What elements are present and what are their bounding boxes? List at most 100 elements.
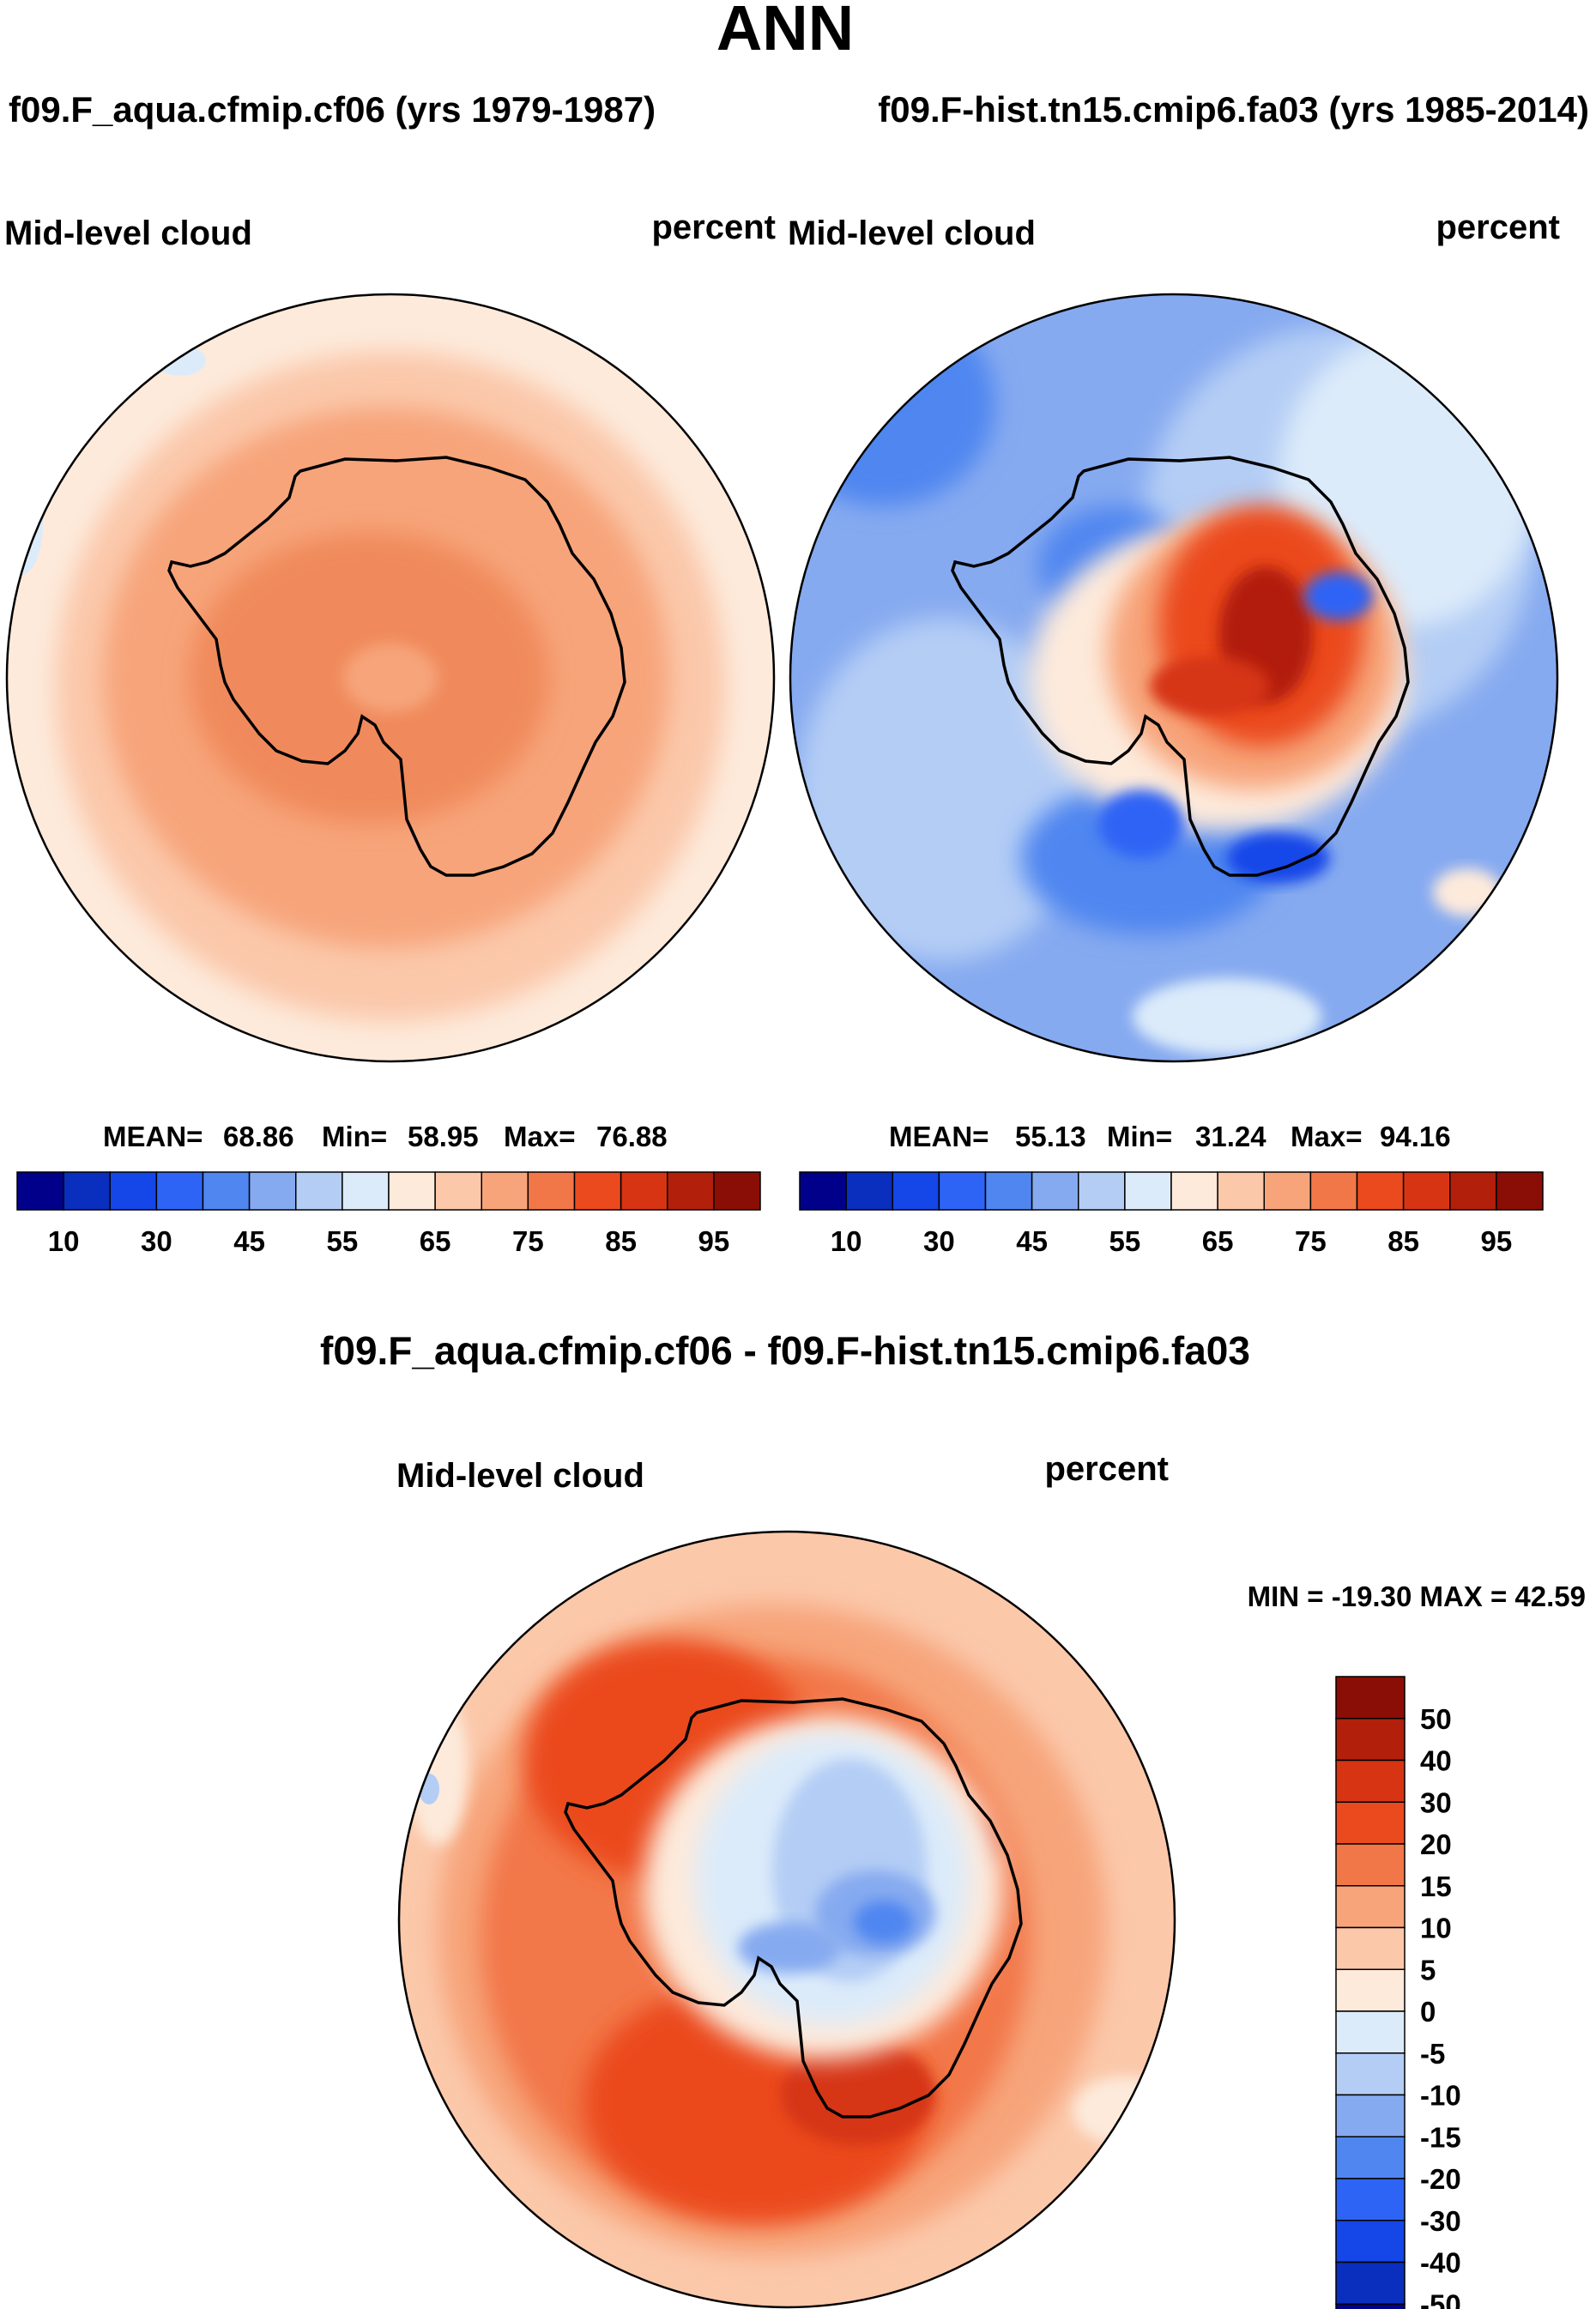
colorbar-tick-label: 50 <box>1420 1703 1452 1735</box>
map-fill-55-60 <box>7 472 43 575</box>
left-polar-map <box>5 293 776 1063</box>
colorbar-cell <box>573 1171 622 1211</box>
colorbar-cell <box>1335 1676 1406 1720</box>
colorbar-cell <box>620 1171 668 1211</box>
colorbar-tick-label: 45 <box>1016 1225 1048 1257</box>
left-stats: MEAN= 68.86 Min= 58.95 Max= 76.88 <box>103 1121 668 1152</box>
left-units-label: percent <box>652 209 777 246</box>
map-fill-55-60 <box>1133 978 1321 1055</box>
colorbar-cell <box>1335 1968 1406 2012</box>
colorbar-tick-label: 30 <box>141 1225 172 1257</box>
right-variable-label: Mid-level cloud <box>788 215 1036 252</box>
right-max-value: 94.16 <box>1380 1121 1451 1152</box>
diff-title: f09.F_aqua.cfmip.cf06 - f09.F-hist.tn15.… <box>320 1328 1250 1373</box>
map-boundary <box>789 293 1559 1063</box>
map-fill-50-55 <box>798 618 1090 961</box>
colorbar-cell <box>1335 1885 1406 1929</box>
colorbar-cell <box>1335 2010 1406 2054</box>
left-min-value: 58.95 <box>408 1121 479 1152</box>
map-boundary <box>5 293 776 1063</box>
colorbar-tick-label: 65 <box>1202 1225 1234 1257</box>
colorbar-cell <box>1402 1171 1451 1211</box>
colorbar-tick-label: 95 <box>698 1225 730 1257</box>
colorbar-cell <box>892 1171 940 1211</box>
colorbar-tick-label: 10 <box>48 1225 80 1257</box>
right-min-label: Min= <box>1107 1121 1172 1152</box>
left-max-label: Max= <box>504 1121 575 1152</box>
colorbar-cell <box>1335 2052 1406 2096</box>
colorbar-tick-label: 75 <box>1295 1225 1327 1257</box>
left-max-value: 76.88 <box>596 1121 668 1152</box>
colorbar-tick-label: 45 <box>233 1225 265 1257</box>
right-stats: MEAN= 55.13 Min= 31.24 Max= 94.16 <box>889 1121 1451 1152</box>
colorbar-tick-label: 40 <box>1420 1745 1452 1777</box>
colorbar-cell <box>1031 1171 1079 1211</box>
colorbar-cell <box>342 1171 390 1211</box>
colorbar-cell <box>1335 2136 1406 2179</box>
colorbar-tick-label: -15 <box>1420 2121 1461 2153</box>
diff-units-label: percent <box>1045 1450 1170 1488</box>
colorbar-cell <box>1335 1801 1406 1845</box>
colorbar-cell <box>1335 2178 1406 2221</box>
right-max-label: Max= <box>1291 1121 1362 1152</box>
colorbar-cell <box>434 1171 482 1211</box>
map-fill-30-40 <box>790 300 995 506</box>
colorbar-tick-label: 55 <box>1109 1225 1141 1257</box>
map-fill-minus20-minus15 <box>854 1901 914 1943</box>
colorbar-cell <box>938 1171 987 1211</box>
colorbar-cell <box>1335 1926 1406 1970</box>
map-fill-30-40 <box>781 2042 935 2145</box>
colorbar-cell <box>984 1171 1033 1211</box>
left-mean-value: 68.86 <box>223 1121 294 1152</box>
colorbar-cell <box>1335 1718 1406 1762</box>
colorbar-cell <box>1335 2303 1406 2309</box>
colorbar-tick-label: 15 <box>1420 1871 1452 1902</box>
colorbar-tick-label: -20 <box>1420 2163 1461 2195</box>
colorbar-cell <box>388 1171 436 1211</box>
colorbar-cell <box>481 1171 529 1211</box>
right-colorbar: 10 30 45 55 65 75 85 95 <box>799 1171 1544 1257</box>
colorbar-cell <box>1335 2094 1406 2137</box>
colorbar-tick-label: 95 <box>1481 1225 1513 1257</box>
map-boundary <box>397 1530 1176 2309</box>
colorbar-cell <box>667 1171 715 1211</box>
colorbar-tick-label: 10 <box>831 1225 862 1257</box>
colorbar-cell <box>1335 2261 1406 2305</box>
colorbar-tick-label: -10 <box>1420 2080 1461 2112</box>
colorbar-cell <box>1217 1171 1265 1211</box>
colorbar-cell <box>1356 1171 1405 1211</box>
left-min-label: Min= <box>322 1121 387 1152</box>
colorbar-tick-label: 30 <box>1420 1786 1452 1818</box>
colorbar-tick-label: 75 <box>512 1225 544 1257</box>
right-polar-map <box>789 293 1559 1063</box>
colorbar-tick-label: 10 <box>1420 1913 1452 1944</box>
map-fill-20-30 <box>1304 572 1373 620</box>
colorbar-cell <box>1496 1171 1544 1211</box>
colorbar-tick-label: 5 <box>1420 1954 1436 1986</box>
colorbar-cell <box>799 1171 847 1211</box>
map-fill-20-30 <box>1098 789 1184 858</box>
map-fill-minus15-minus10 <box>738 1922 841 1974</box>
season-title: ANN <box>716 0 854 63</box>
colorbar-cell <box>248 1171 297 1211</box>
map-fill-20-30 <box>1227 832 1330 884</box>
top-right-case-title: f09.F-hist.tn15.cmip6.fa03 (yrs 1985-201… <box>878 89 1589 130</box>
diff-polar-map <box>397 1530 1176 2309</box>
colorbar-cell <box>845 1171 893 1211</box>
top-left-case-title: f09.F_aqua.cfmip.cf06 (yrs 1979-1987) <box>9 89 656 130</box>
colorbar-tick-label: 20 <box>1420 1828 1452 1860</box>
colorbar-cell <box>295 1171 343 1211</box>
left-mean-label: MEAN= <box>103 1121 203 1152</box>
colorbar-tick-label: 65 <box>420 1225 451 1257</box>
colorbar-tick-label: -50 <box>1420 2288 1461 2309</box>
colorbar-cell <box>1170 1171 1218 1211</box>
map-fill-30-40 <box>790 309 927 412</box>
colorbar-tick-label: 0 <box>1420 1996 1436 2028</box>
right-min-value: 31.24 <box>1195 1121 1267 1152</box>
map-fill-70-75-center <box>343 644 438 712</box>
colorbar-cell <box>1078 1171 1126 1211</box>
right-mean-value: 55.13 <box>1015 1121 1086 1152</box>
map-fill-55-60 <box>154 345 206 376</box>
